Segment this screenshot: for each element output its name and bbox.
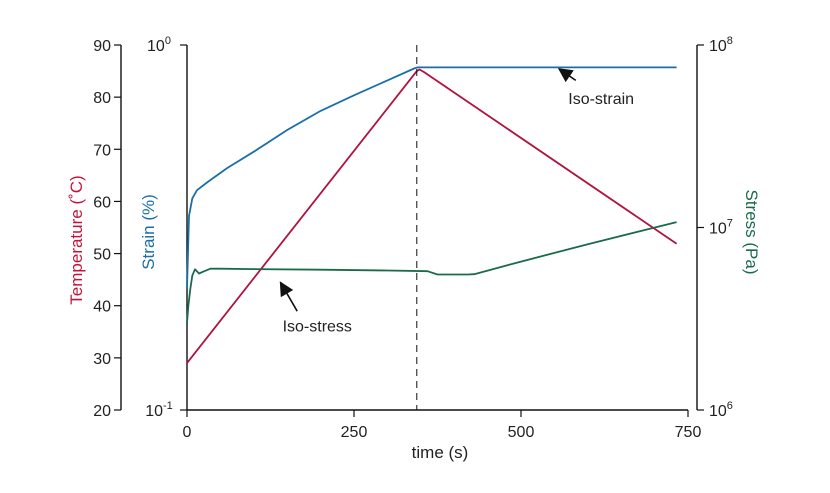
strain-tick-label: 10-1 — [145, 400, 173, 420]
temperature-tick-label: 50 — [93, 247, 111, 264]
temperature-tick-label: 90 — [93, 38, 111, 55]
stress-tick-label: 107 — [709, 218, 733, 238]
strain-tick-label: 100 — [147, 35, 171, 55]
temperature-tick-label: 20 — [93, 403, 111, 420]
temperature-series-line — [186, 68, 678, 364]
annotations: Iso-strain Iso-stress — [279, 45, 634, 410]
temperature-tick-label: 80 — [93, 90, 111, 107]
x-tick-label: 750 — [675, 424, 702, 441]
stress-axis-label: Stress (Pa) — [742, 189, 761, 274]
temperature-tick-label: 30 — [93, 351, 111, 368]
temperature-axis-label: Temperature (˚C) — [67, 175, 86, 304]
axes: 90 80 70 60 50 40 30 20 100 10-1 108 107 106 0 250 500 7… — [93, 35, 733, 441]
x-axis-label: time (s) — [412, 443, 469, 462]
temperature-tick-label: 40 — [93, 299, 111, 316]
x-tick-label: 500 — [508, 424, 535, 441]
temperature-tick-label: 70 — [93, 142, 111, 159]
stress-tick-label: 108 — [709, 35, 733, 55]
stress-tick-label: 106 — [709, 400, 733, 420]
x-tick-label: 250 — [341, 424, 368, 441]
strain-series-line — [186, 66, 677, 289]
x-tick-label: 0 — [183, 424, 192, 441]
iso-stress-label: Iso-stress — [283, 318, 352, 335]
stress-series-line — [186, 221, 677, 323]
iso-strain-label: Iso-strain — [568, 91, 634, 108]
iso-strain-arrow — [557, 68, 577, 83]
series-layer — [186, 66, 678, 364]
temperature-tick-label: 60 — [93, 194, 111, 211]
iso-stress-arrow — [279, 281, 298, 312]
strain-axis-label: Strain (%) — [139, 194, 158, 270]
